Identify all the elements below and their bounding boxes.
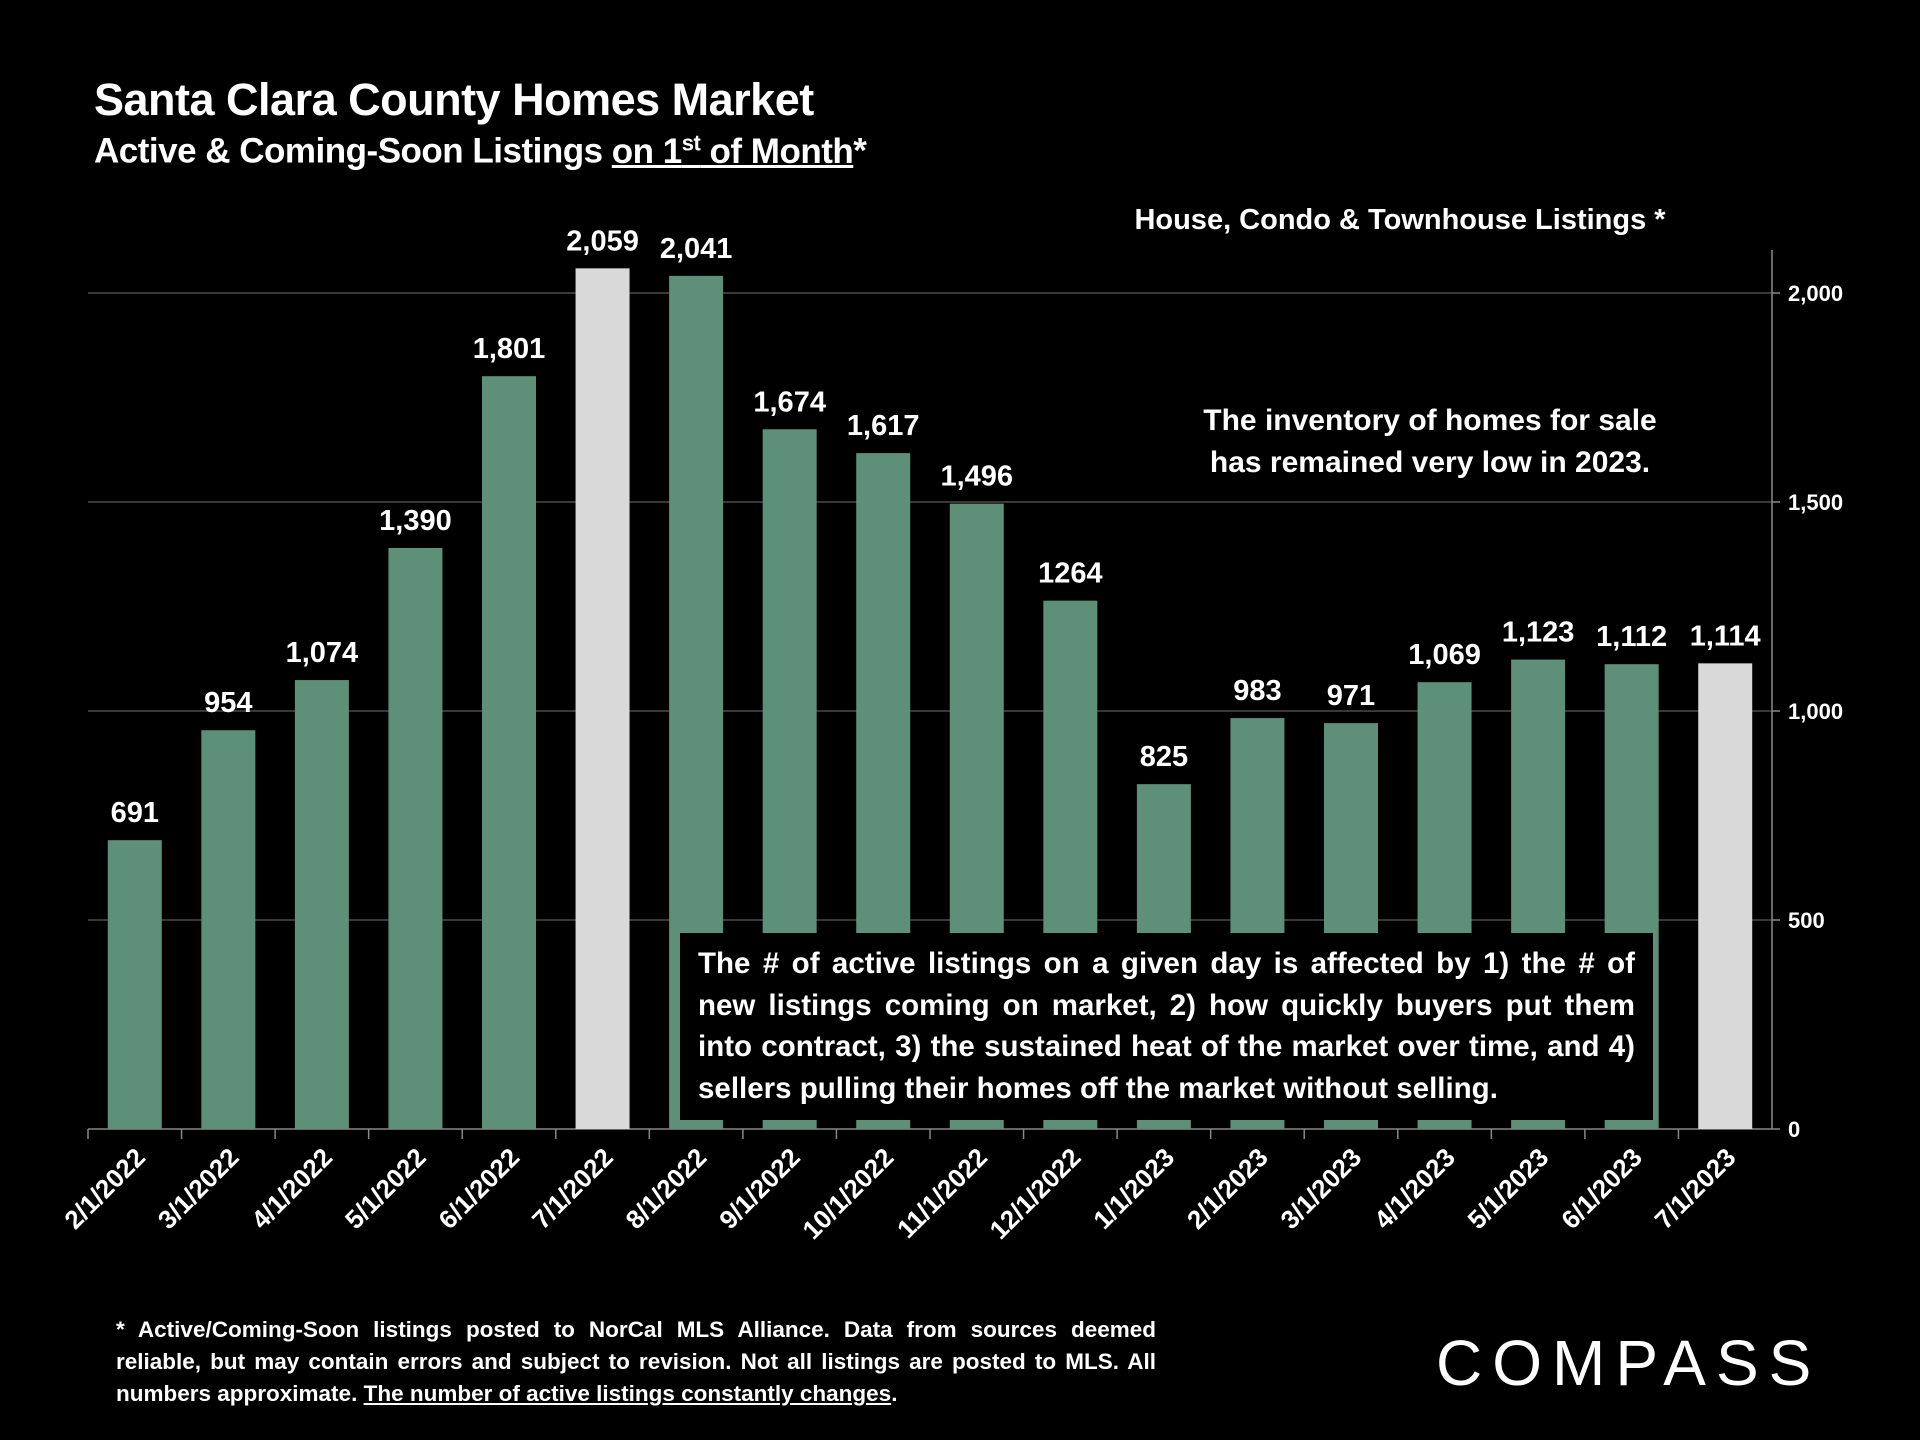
x-tick-label: 8/1/2022 — [620, 1142, 713, 1235]
x-tick-label: 5/1/2023 — [1462, 1142, 1555, 1235]
footnote: * Active/Coming-Soon listings posted to … — [116, 1317, 1156, 1406]
x-tick-label: 6/1/2022 — [432, 1142, 525, 1235]
x-tick-label: 7/1/2023 — [1649, 1142, 1742, 1235]
bar — [201, 730, 256, 1129]
x-tick-label: 11/1/2022 — [891, 1142, 993, 1244]
bar — [388, 547, 443, 1129]
data-label: 1,112 — [1596, 621, 1667, 653]
x-tick-label: 3/1/2023 — [1274, 1142, 1367, 1235]
x-tick-label: 9/1/2022 — [713, 1142, 806, 1235]
data-label: 2,059 — [566, 225, 639, 257]
data-label: 1,123 — [1502, 617, 1575, 649]
x-tick-label: 4/1/2023 — [1368, 1142, 1461, 1235]
y-tick-label: 2,000 — [1788, 281, 1843, 306]
chart-title: Santa Clara County Homes Market — [94, 74, 814, 125]
bar — [482, 376, 536, 1129]
inventory-note: The inventory of homes for sale has remai… — [1203, 404, 1657, 479]
data-label: 971 — [1327, 680, 1375, 712]
data-label: 2,041 — [660, 233, 733, 265]
x-tick-label: 2/1/2022 — [58, 1142, 151, 1235]
bar — [107, 840, 162, 1129]
data-label: 1,390 — [379, 505, 452, 537]
x-tick-label: 10/1/2022 — [796, 1142, 899, 1245]
bar — [294, 680, 349, 1129]
data-label: 1,074 — [286, 637, 359, 669]
data-label: 1,069 — [1408, 639, 1481, 671]
x-tick-label: 7/1/2022 — [526, 1142, 619, 1235]
data-label: 954 — [204, 687, 252, 719]
data-label: 983 — [1233, 675, 1281, 707]
x-tick-label: 12/1/2022 — [984, 1142, 1087, 1245]
y-tick-label: 0 — [1788, 1117, 1800, 1142]
y-tick-label: 1,000 — [1788, 699, 1843, 724]
x-tick-label: 2/1/2023 — [1181, 1142, 1274, 1235]
bar — [575, 268, 630, 1129]
data-label: 825 — [1140, 741, 1188, 773]
data-label: 1,617 — [847, 410, 920, 442]
data-label: 1,496 — [940, 461, 1013, 493]
x-tick-label: 5/1/2022 — [339, 1142, 432, 1235]
annotation-box: The # of active listings on a given day … — [680, 933, 1653, 1120]
x-tick-label: 4/1/2022 — [245, 1142, 338, 1235]
series-label: House, Condo & Townhouse Listings * — [1134, 204, 1666, 236]
data-label: 1,801 — [473, 333, 546, 365]
x-tick-label: 1/1/2023 — [1087, 1142, 1180, 1235]
bar — [1698, 663, 1753, 1129]
x-tick-label: 3/1/2022 — [152, 1142, 245, 1235]
y-tick-label: 1,500 — [1788, 490, 1843, 515]
chart-subtitle: Active & Coming-Soon Listings on 1st of … — [94, 130, 867, 171]
data-label: 1,674 — [753, 386, 826, 418]
x-tick-label: 6/1/2023 — [1555, 1142, 1648, 1235]
data-label: 691 — [111, 797, 159, 829]
compass-logo: COMPASS — [1436, 1327, 1822, 1399]
data-label: 1,114 — [1690, 620, 1761, 652]
y-tick-label: 500 — [1788, 908, 1825, 933]
data-label: 1264 — [1038, 558, 1103, 590]
